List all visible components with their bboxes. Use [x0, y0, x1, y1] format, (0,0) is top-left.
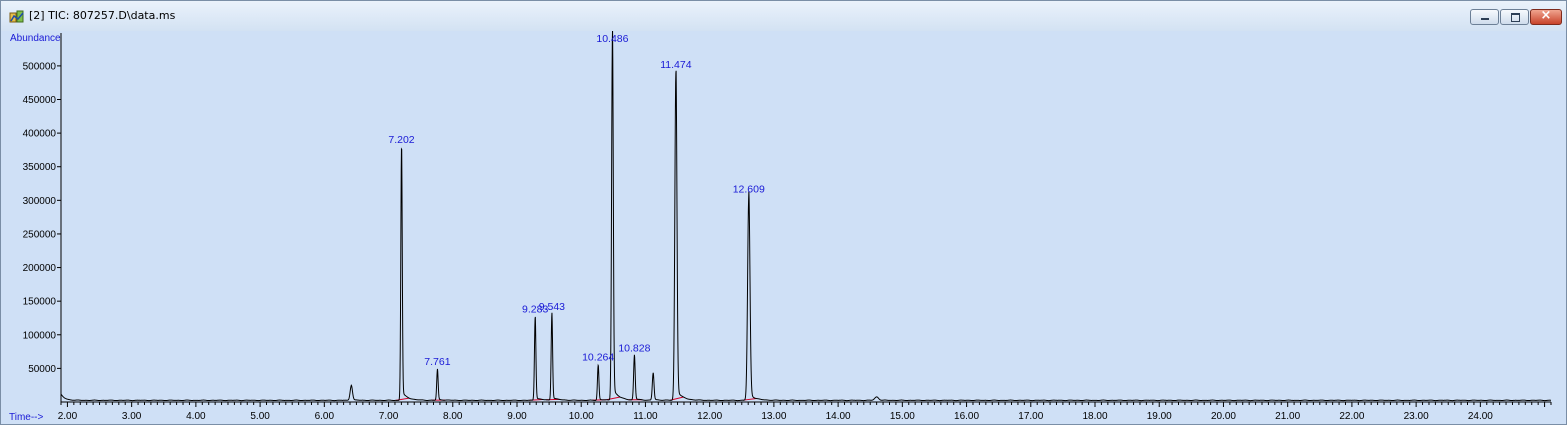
- x-tick-label: 9.00: [507, 411, 527, 422]
- y-tick-label: 200000: [23, 263, 57, 274]
- x-tick-label: 19.00: [1147, 411, 1172, 422]
- y-tick-label: 250000: [23, 229, 57, 240]
- x-tick-label: 15.00: [890, 411, 915, 422]
- x-tick-label: 17.00: [1018, 411, 1043, 422]
- peak-label: 10.828: [618, 343, 650, 355]
- peak-label: 10.264: [582, 351, 614, 363]
- x-tick-label: 13.00: [761, 411, 786, 422]
- close-icon: ×: [1540, 8, 1552, 23]
- x-tick-label: 16.00: [954, 411, 979, 422]
- window-title: [2] TIC: 807257.D\data.ms: [29, 9, 176, 22]
- x-tick-label: 21.00: [1275, 411, 1300, 422]
- peak-label: 10.486: [596, 33, 628, 45]
- peak-label: 9.543: [539, 301, 565, 313]
- x-axis-label: Time-->: [9, 412, 44, 423]
- title-bar[interactable]: [2] TIC: 807257.D\data.ms ×: [1, 1, 1566, 32]
- plot-area: [1, 31, 1566, 424]
- x-tick-label: 12.00: [697, 411, 722, 422]
- y-tick-label: 100000: [23, 330, 57, 341]
- x-tick-label: 11.00: [633, 411, 658, 422]
- y-tick-label: 450000: [23, 95, 57, 106]
- y-axis-label: Abundance: [10, 33, 61, 44]
- chemstation-icon: [9, 10, 24, 23]
- x-tick-label: 6.00: [315, 411, 335, 422]
- peak-label: 7.202: [388, 134, 414, 146]
- minimize-button[interactable]: [1470, 9, 1499, 25]
- x-tick-label: 2.00: [58, 411, 78, 422]
- peak-label: 9.283: [522, 304, 548, 316]
- x-tick-label: 3.00: [122, 411, 142, 422]
- x-tick-label: 10.00: [569, 411, 594, 422]
- maximize-button[interactable]: [1500, 9, 1529, 25]
- y-axis: 50000 100000 150000 200000 250000 300000 35000…: [23, 33, 62, 402]
- x-tick-label: 24.00: [1468, 411, 1493, 422]
- x-tick-label: 18.00: [1082, 411, 1107, 422]
- peak-label: 12.609: [733, 183, 765, 195]
- tic-trace: [60, 31, 1552, 402]
- peak-baseline: [606, 396, 621, 401]
- y-tick-label: 50000: [28, 364, 56, 375]
- y-tick-label: 400000: [23, 129, 57, 140]
- x-tick-label: 7.00: [379, 411, 399, 422]
- x-tick-label: 5.00: [250, 411, 270, 422]
- x-tick-label: 8.00: [443, 411, 463, 422]
- peak-label: 7.761: [424, 356, 450, 368]
- y-tick-label: 500000: [23, 61, 57, 72]
- x-axis: 2.00 3.00 4.00 5.00 6.00 7.00 8.00 9.00 10.00 11.…: [58, 401, 1552, 422]
- x-tick-label: 23.00: [1404, 411, 1429, 422]
- x-tick-label: 22.00: [1339, 411, 1364, 422]
- peak-label: 11.474: [660, 59, 691, 71]
- x-tick-label: 14.00: [826, 411, 851, 422]
- x-tick-label: 4.00: [186, 411, 206, 422]
- x-tick-label: 20.00: [1211, 411, 1236, 422]
- y-tick-label: 150000: [23, 297, 57, 308]
- chromatogram-chart[interactable]: Abundance 50000 100000 150000 200000 250000 3…: [1, 31, 1566, 424]
- y-tick-label: 300000: [23, 196, 57, 207]
- y-tick-label: 350000: [23, 162, 57, 173]
- close-button[interactable]: ×: [1530, 8, 1562, 25]
